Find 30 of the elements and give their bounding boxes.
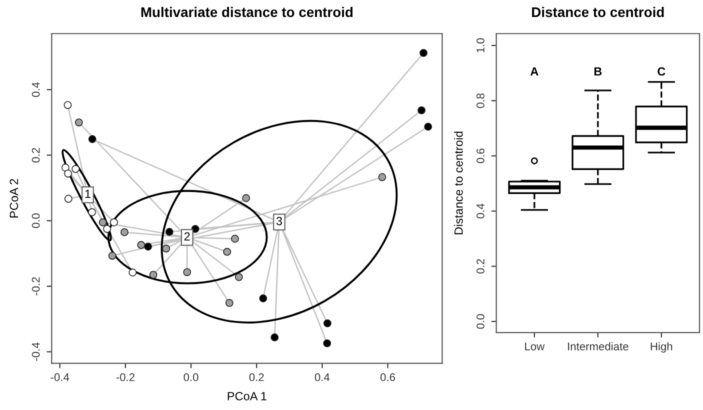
y-tick-label: 0.0 xyxy=(32,213,40,228)
y-tick-label: 0.2 xyxy=(32,148,40,162)
y-axis-title: PCoA 2 xyxy=(10,179,18,218)
annotation: B xyxy=(594,67,602,76)
y-tick-label: 1.0 xyxy=(476,38,484,52)
x-tick-label: -0.4 xyxy=(50,373,70,382)
annotation: A xyxy=(530,67,538,76)
x-tick-label: High xyxy=(650,342,672,353)
x-tick-label: Low xyxy=(525,342,545,350)
y-tick-label: 0.8 xyxy=(476,93,484,108)
chart-title: Multivariate distance to centroid xyxy=(141,6,353,18)
x-tick-label: Intermediate xyxy=(568,342,628,350)
annotation: 2 xyxy=(184,232,190,240)
y-tick-label: -0.2 xyxy=(32,277,40,296)
y-tick-label: 0.0 xyxy=(476,314,484,329)
x-tick-label: 0.6 xyxy=(380,373,395,382)
annotation: 1 xyxy=(85,190,90,198)
chart-title: Distance to centroid xyxy=(532,6,664,18)
x-tick-label: 0.4 xyxy=(314,373,330,382)
x-tick-label: -0.2 xyxy=(116,373,134,382)
y-tick-label: 0.4 xyxy=(476,204,484,218)
annotation: 3 xyxy=(276,216,282,226)
y-tick-label: 0.2 xyxy=(476,259,484,274)
x-tick-label: 0.0 xyxy=(184,373,198,382)
y-tick-label: 0.6 xyxy=(476,148,484,164)
x-tick-label: 0.2 xyxy=(249,373,264,382)
y-tick-label: 0.4 xyxy=(32,82,40,97)
annotation: C xyxy=(658,67,666,76)
x-axis-title: PCoA 1 xyxy=(228,392,266,400)
y-axis-title: Distance to centroid xyxy=(454,132,463,234)
